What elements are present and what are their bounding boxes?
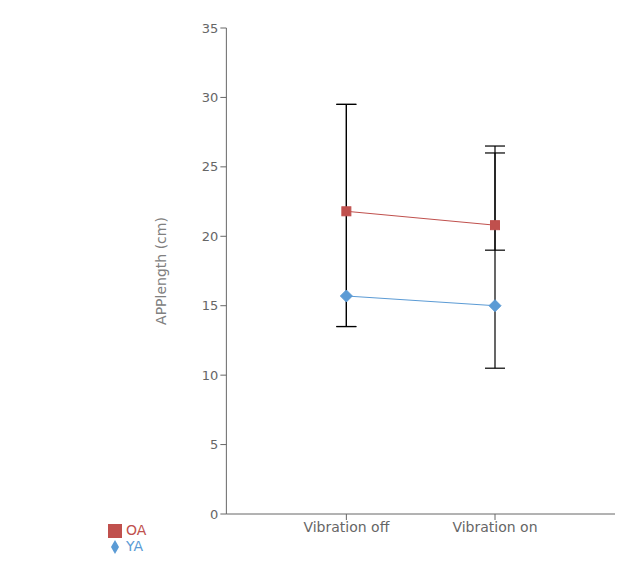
html-text:YA: YA xyxy=(126,538,143,554)
svg-text:10: 10 xyxy=(202,368,219,383)
svg-text:APPlength (cm): APPlength (cm) xyxy=(153,217,169,325)
svg-text:Vibration on: Vibration on xyxy=(452,519,537,535)
svg-text:5: 5 xyxy=(210,437,218,452)
svg-text:25: 25 xyxy=(202,159,219,174)
svg-text:20: 20 xyxy=(202,229,219,244)
svg-text:15: 15 xyxy=(202,298,219,313)
html-text:OA: OA xyxy=(126,522,147,538)
svg-text:0: 0 xyxy=(210,507,218,522)
svg-text:30: 30 xyxy=(202,90,219,105)
svg-text:35: 35 xyxy=(202,21,219,36)
svg-text:Vibration off: Vibration off xyxy=(303,519,389,535)
